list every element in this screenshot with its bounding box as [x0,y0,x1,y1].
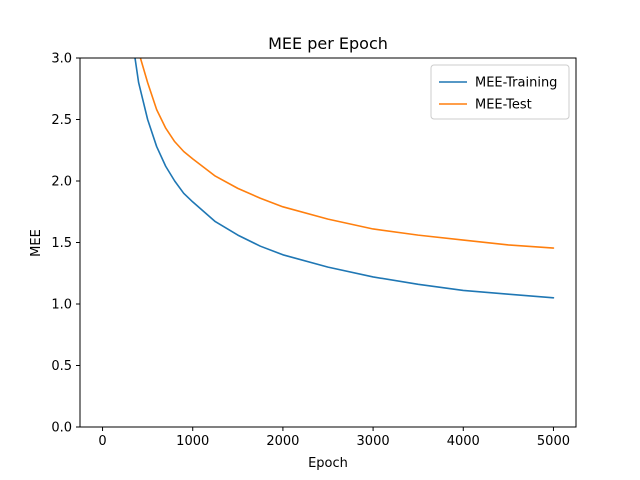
x-tick-label: 1000 [176,434,209,449]
legend-label: MEE-Test [475,98,532,113]
y-tick-label: 1.5 [51,236,72,251]
series-line-mee-training [134,58,555,299]
y-tick-label: 0.5 [51,359,72,374]
y-axis-ticks: 0.0 0.5 1.0 1.5 2.0 2.5 3.0 [51,52,80,436]
x-tick-label: 4000 [447,434,480,449]
x-tick-label: 0 [98,434,106,449]
legend-box [430,64,570,120]
plot-lines [134,58,555,299]
series-line-mee-test [139,58,555,249]
chart-title: MEE per Epoch [268,34,388,53]
legend-label: MEE-Training [475,76,557,91]
y-tick-label: 2.5 [51,113,72,128]
y-tick-label: 1.0 [51,298,72,313]
x-tick-label: 3000 [357,434,390,449]
x-tick-label: 5000 [537,434,570,449]
y-axis-label: MEE [29,229,44,257]
legend: MEE-Training MEE-Test [430,64,570,120]
x-axis-label: Epoch [308,456,348,471]
y-tick-label: 3.0 [51,52,72,67]
x-axis-ticks: 0 1000 2000 3000 4000 5000 [98,427,570,449]
plot-frame [79,57,577,428]
x-tick-label: 2000 [266,434,299,449]
y-tick-label: 0.0 [51,421,72,436]
y-tick-label: 2.0 [51,175,72,190]
